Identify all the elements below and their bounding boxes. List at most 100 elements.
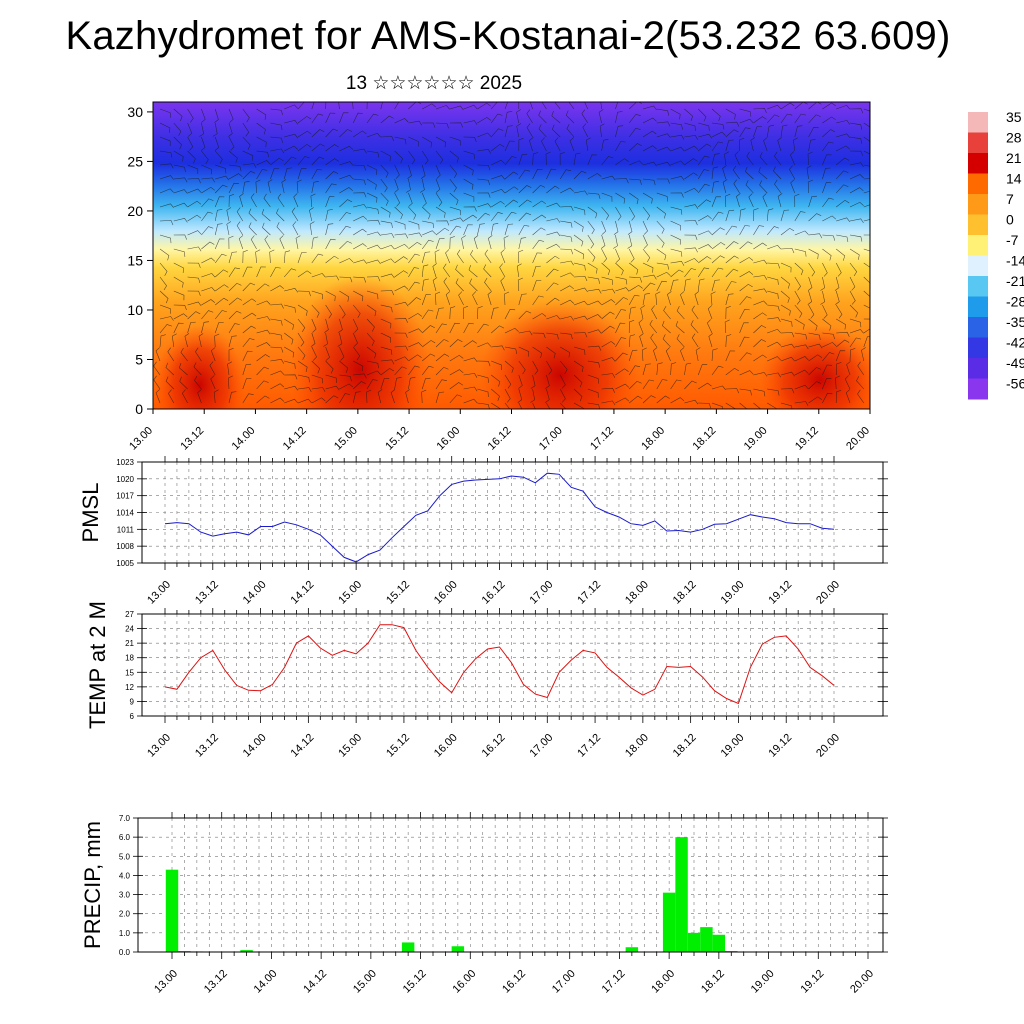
x-tick-label: 16.00: [434, 425, 462, 453]
wind-barb: [546, 231, 561, 237]
wind-barb: [477, 203, 492, 208]
wind-barb: [863, 164, 870, 167]
wind-barb: [408, 232, 423, 238]
wind-barb: [449, 105, 464, 111]
wind-barb: [773, 166, 782, 180]
wind-barb: [201, 186, 215, 194]
wind-barb: [201, 310, 214, 320]
wind-barb: [684, 362, 692, 376]
wind-barb: [325, 223, 334, 236]
wind-barb: [311, 102, 315, 110]
wind-barb: [560, 248, 574, 255]
wind-barb: [739, 118, 754, 124]
wind-barb: [242, 163, 257, 168]
wind-barb: [353, 148, 367, 154]
wind-barb: [670, 260, 685, 266]
wind-barb: [774, 179, 782, 194]
wind-barb: [566, 124, 575, 138]
x-tick-label: 14.00: [230, 425, 258, 453]
wind-barb: [187, 246, 202, 252]
x-tick-label: 18.00: [649, 968, 677, 996]
wind-barb: [297, 156, 310, 166]
wind-barb: [808, 114, 821, 124]
wind-barb: [420, 178, 425, 193]
x-tick-label: 16.00: [432, 579, 460, 607]
wind-barb: [366, 178, 377, 190]
wind-barb: [767, 304, 780, 312]
wind-barb: [601, 288, 616, 294]
wind-barb: [665, 347, 671, 362]
wind-barb: [628, 295, 640, 306]
wind-barb: [753, 108, 767, 114]
wind-barb: [311, 181, 319, 194]
wind-barb: [662, 334, 671, 348]
wind-barb: [201, 136, 206, 151]
wind-barb: [638, 319, 644, 334]
wind-barb: [491, 143, 505, 152]
wind-barb: [518, 212, 532, 222]
wind-barb: [532, 214, 547, 222]
wind-barb: [500, 277, 506, 292]
wind-barb: [490, 102, 504, 110]
wind-barb: [711, 122, 725, 130]
wind-barb: [283, 268, 297, 278]
colorbar-swatch: [968, 317, 988, 338]
wind-barb: [711, 385, 726, 390]
wind-barb: [790, 179, 796, 194]
wind-barb: [587, 374, 599, 384]
wind-barb: [587, 276, 600, 284]
wind-barb: [711, 279, 720, 292]
wind-barb: [849, 187, 864, 194]
wind-barb: [849, 108, 864, 114]
wind-barb: [477, 117, 491, 124]
wind-barb: [587, 154, 598, 166]
wind-barb: [573, 300, 588, 306]
wind-barb: [675, 321, 685, 334]
wind-barb: [201, 211, 213, 222]
wind-barb: [297, 304, 308, 316]
x-tick-label: 17.00: [537, 425, 565, 453]
wind-barb: [684, 122, 696, 132]
wind-barb: [789, 165, 796, 180]
wind-barb: [242, 122, 250, 137]
wind-barb: [184, 333, 190, 348]
wind-barb: [745, 166, 754, 180]
wind-barb: [153, 375, 161, 390]
wind-barb: [546, 360, 553, 375]
x-tick-label: 19.12: [793, 425, 821, 453]
wind-barb: [518, 102, 520, 109]
wind-barb: [725, 388, 740, 394]
wind-barb: [517, 388, 523, 403]
x-tick-label: 13.00: [145, 732, 173, 760]
wind-barb: [780, 356, 795, 362]
colorbar-label: -56: [1006, 376, 1024, 392]
wind-barb: [380, 150, 391, 162]
wind-barb: [546, 202, 561, 208]
wind-barb: [587, 234, 595, 249]
wind-barb: [311, 304, 320, 318]
wind-barb: [849, 304, 859, 318]
y-tick-label: 20: [127, 203, 143, 219]
wind-barb: [554, 137, 561, 152]
wind-barb: [615, 287, 630, 292]
height-axis: 0 5 10 15 20 25 30: [127, 104, 153, 417]
wind-barb: [458, 291, 464, 306]
wind-barb: [725, 139, 734, 152]
wind-barb: [504, 125, 513, 138]
wind-barb: [546, 255, 560, 264]
wind-barb: [822, 342, 837, 348]
wind-barb: [297, 398, 312, 404]
wind-barb: [835, 362, 842, 376]
wind-barb: [642, 178, 656, 186]
wind-barb: [248, 208, 257, 222]
wind-barb: [642, 105, 657, 111]
wind-barb: [421, 150, 429, 165]
wind-barb: [242, 170, 256, 180]
wind-barb: [684, 145, 699, 152]
wind-barb: [711, 108, 721, 121]
wind-barb: [794, 332, 808, 340]
wind-barb: [615, 262, 624, 276]
wind-barb: [518, 249, 524, 264]
wind-barb: [366, 379, 378, 390]
wind-barb: [806, 165, 812, 180]
